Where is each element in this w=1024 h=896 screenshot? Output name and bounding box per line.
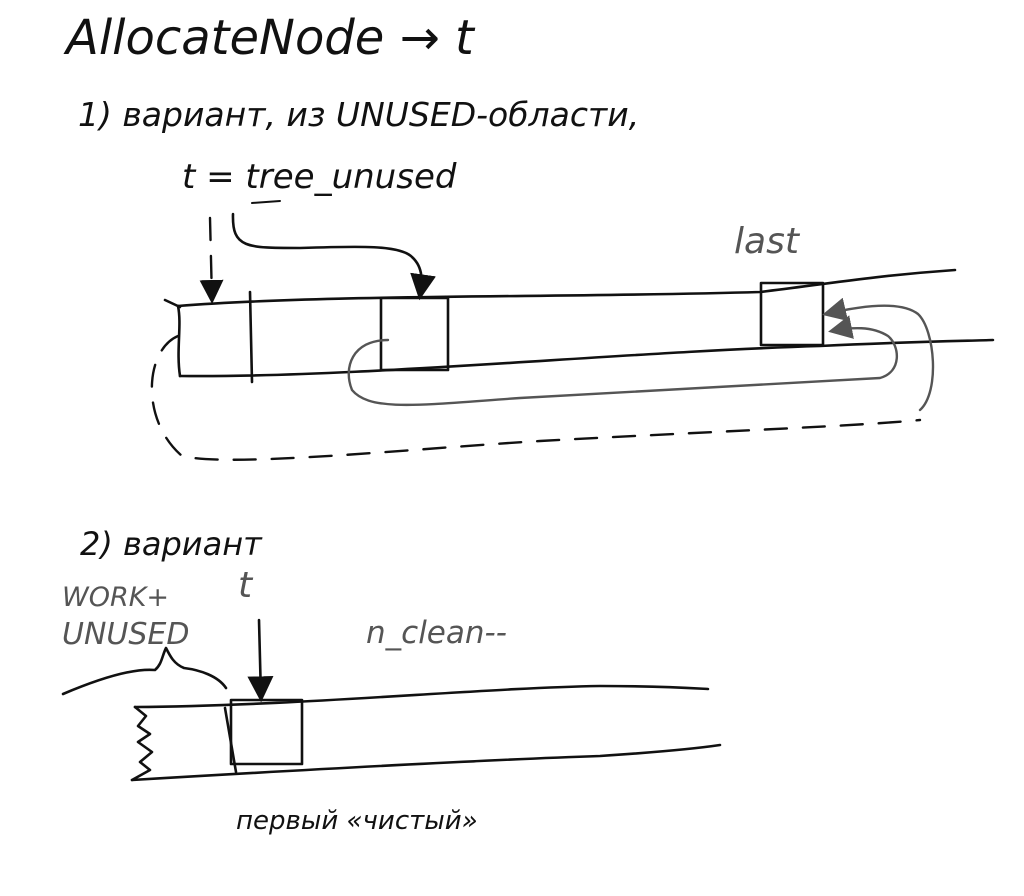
strip2-top-edge (133, 684, 710, 709)
assignment-underline (251, 200, 281, 204)
strip1-top-edge (176, 268, 957, 308)
t-dashed-pointer-arrow (199, 216, 224, 304)
strip1-left-tick (163, 298, 182, 309)
first-clean-caption: первый «чистый» (236, 806, 478, 836)
strip2-torn-left-edge (130, 705, 154, 782)
brace-label-line1: WORK+ (62, 582, 170, 613)
variant1-dashed-loop (150, 334, 922, 461)
variant1-assignment: t = tree_unused (182, 157, 457, 197)
work-unused-brace (61, 646, 228, 696)
variant2-heading: 2) вариант (80, 525, 262, 563)
last-back-arrow (822, 297, 935, 412)
variant1-tree-strip (163, 268, 995, 384)
first-clean-node-box (229, 698, 304, 766)
n-clean-counter-label: n_clean-- (366, 615, 507, 651)
strip1-left-edge (176, 304, 182, 378)
last-label: last (734, 221, 799, 262)
variant2-tree-strip (130, 684, 722, 782)
tree-unused-pointer-arrow (231, 212, 436, 301)
variant1-heading: 1) вариант, из UNUSED-области, (78, 95, 640, 134)
tree-unused-node-box (379, 296, 450, 372)
diagram-title: AllocateNode → t (66, 10, 474, 66)
unused-list-loop-arrow (347, 315, 899, 407)
strip1-bottom-edge (178, 338, 995, 378)
brace-label-line2: UNUSED (62, 617, 190, 652)
last-node-box (759, 281, 825, 347)
strip1-divider (248, 290, 254, 384)
strip2-bottom-edge (130, 743, 722, 782)
t-pointer-arrow (247, 618, 274, 703)
variant2-t-label: t (238, 565, 253, 606)
